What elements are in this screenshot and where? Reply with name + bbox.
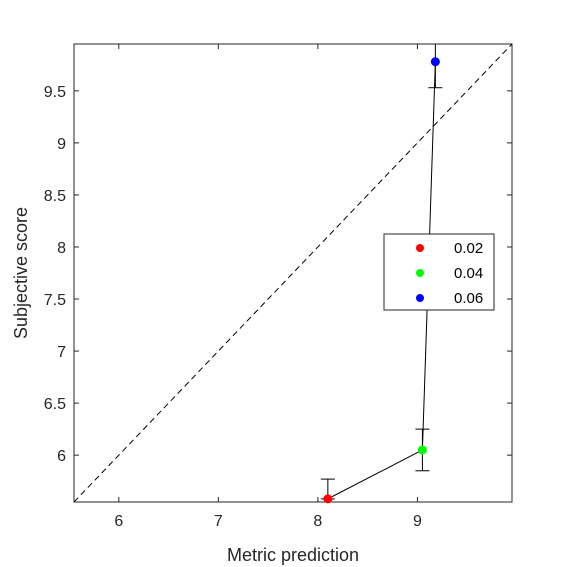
legend: 0.02 0.04 0.06	[383, 233, 495, 311]
legend-box	[383, 233, 495, 311]
data-point-0.06	[430, 57, 440, 67]
legend-label: 0.04	[454, 265, 483, 282]
legend-label: 0.06	[454, 290, 483, 307]
y-tick-label: 6	[57, 448, 66, 465]
legend-marker-0.06	[416, 294, 424, 302]
x-tick-label: 7	[214, 513, 223, 530]
data-point-0.02	[323, 494, 333, 504]
data-point-0.04	[417, 445, 427, 455]
plot-area	[73, 43, 513, 504]
x-tick-label: 8	[313, 513, 322, 530]
y-tick-label: 8	[57, 240, 66, 257]
y-tick-label: 9.5	[44, 84, 66, 101]
y-tick-label: 7	[57, 344, 66, 361]
legend-marker-0.02	[416, 244, 424, 252]
y-tick-label: 9	[57, 136, 66, 153]
x-tick-label: 6	[114, 513, 123, 530]
y-tick-label: 6.5	[44, 396, 66, 413]
x-axis-title: Metric prediction	[227, 545, 359, 565]
identity-reference-line	[73, 43, 513, 503]
axes: 6 7 8 9 6 6.5 7 7.5 8 8.5 9 9.5	[44, 43, 513, 530]
axes-box	[73, 43, 513, 503]
legend-marker-0.04	[416, 269, 424, 277]
y-axis-title: Subjective score	[11, 207, 31, 339]
y-tick-label: 7.5	[44, 292, 66, 309]
x-tick-label: 9	[413, 513, 422, 530]
legend-label: 0.02	[454, 240, 483, 257]
y-tick-label: 8.5	[44, 188, 66, 205]
